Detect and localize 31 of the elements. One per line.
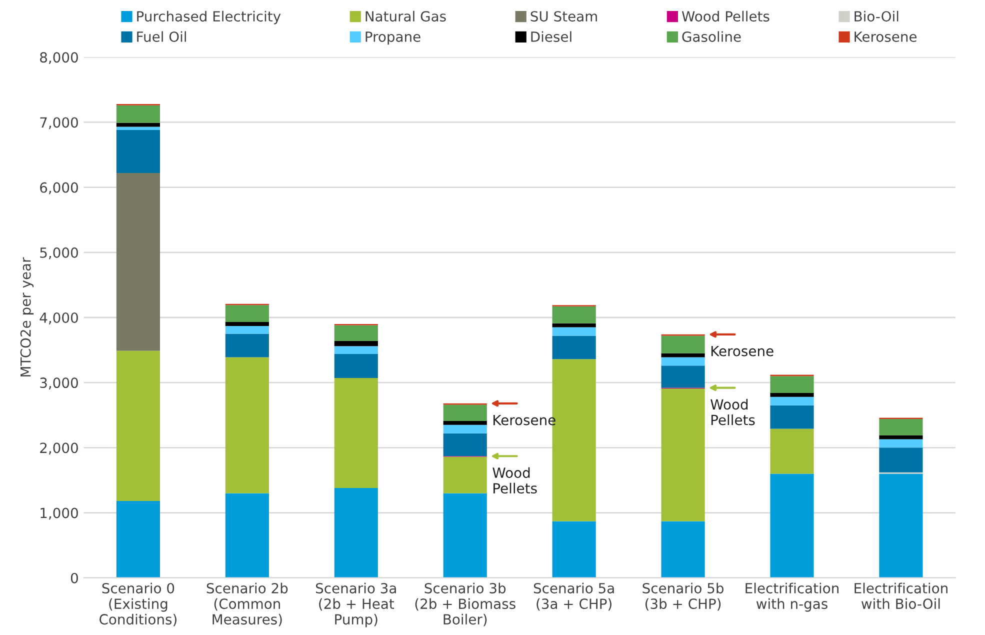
legend-label: Natural Gas (366, 10, 446, 22)
x-tick-label: Scenario 3b (2b + Biomass Boiler) (415, 582, 516, 626)
x-tick-label: Scenario 5b (3b + CHP) (642, 582, 724, 611)
legend-label: Gasoline (682, 31, 741, 42)
y-axis-title: MTCO2e per year (20, 257, 34, 376)
legend-label: Kerosene (854, 32, 917, 42)
y-tick-label: 5,000 (40, 247, 78, 260)
y-tick-label: 1,000 (40, 508, 78, 520)
legend-label: Bio-Oil (854, 10, 898, 22)
annotation: Kerosene (711, 346, 774, 356)
y-tick-label: 2,000 (40, 442, 78, 455)
y-tick-label: 0 (70, 572, 78, 584)
legend-label: Purchased Electricity (137, 10, 281, 24)
x-tick-label: Scenario 3a (2b + Heat Pump) (316, 582, 396, 628)
x-tick-label: Electrification with n-gas (746, 582, 838, 612)
legend-label: Propane (366, 32, 420, 45)
legend-label: Wood Pellets (682, 10, 770, 22)
y-tick-label: 8,000 (40, 52, 78, 64)
y-tick-label: 4,000 (40, 312, 78, 324)
y-tick-label: 7,000 (40, 117, 78, 130)
x-tick-label: Scenario 2b (Common Measures) (206, 582, 288, 626)
x-tick-label: Scenario 0 (Existing Conditions) (100, 582, 176, 626)
legend-label: Fuel Oil (137, 31, 186, 42)
y-tick-label: 6,000 (40, 182, 78, 194)
x-tick-label: Scenario 5a (3a + CHP) (534, 582, 614, 611)
annotation: Wood Pellets (710, 398, 755, 426)
legend-label: SU Steam (530, 11, 597, 22)
legend-label: Diesel (531, 31, 572, 42)
x-tick-label: Electrification with Bio-Oil (854, 582, 948, 610)
y-tick-label: 3,000 (40, 378, 78, 390)
annotation: Wood Pellets (492, 467, 537, 494)
